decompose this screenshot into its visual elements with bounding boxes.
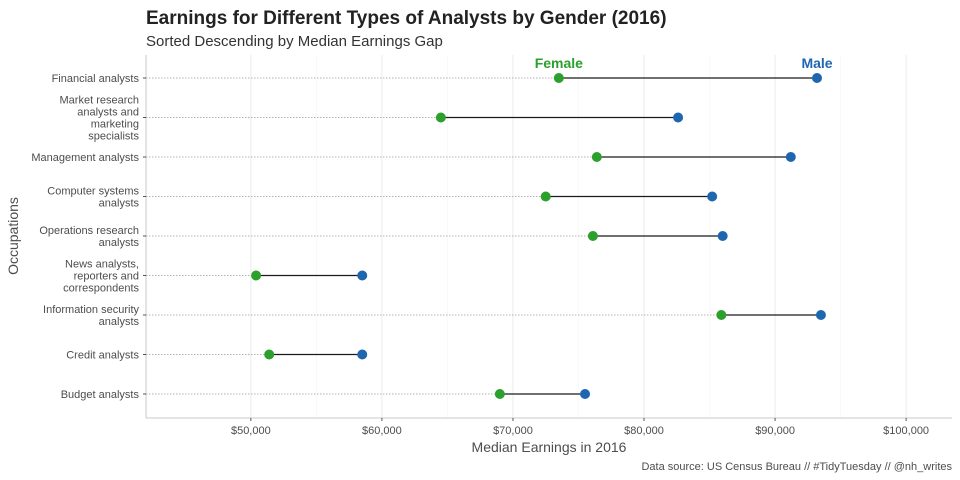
- female-point: [251, 270, 262, 281]
- female-point: [716, 310, 727, 320]
- y-tick-label: Management analysts: [31, 152, 139, 164]
- caption: Data source: US Census Bureau // #TidyTu…: [641, 461, 952, 473]
- x-axis-title: Median Earnings in 2016: [472, 439, 627, 455]
- x-tick-label: $90,000: [755, 425, 795, 437]
- female-point: [587, 231, 598, 241]
- panel-border: [145, 55, 952, 419]
- female-point: [553, 73, 564, 83]
- chart-title: Earnings for Different Types of Analysts…: [146, 8, 667, 29]
- male-point: [580, 389, 591, 399]
- dumbbell-segments: [256, 77, 821, 395]
- dumbbell-points: [251, 73, 826, 399]
- y-tick-label: Operations research analysts: [39, 225, 139, 249]
- y-tick-label: Information security analysts: [43, 304, 139, 328]
- female-point: [591, 152, 602, 162]
- y-tick-label: Financial analysts: [52, 73, 140, 85]
- male-point: [357, 270, 368, 281]
- y-tick-label: Market research analysts and marketing spec…: [60, 95, 140, 143]
- chart-subtitle: Sorted Descending by Median Earnings Gap: [146, 33, 443, 50]
- x-tick-label: $100,000: [883, 425, 929, 437]
- male-point: [812, 73, 823, 83]
- grid: [250, 55, 907, 418]
- legend-female-label: Female: [535, 55, 583, 71]
- legend: Female Male: [535, 55, 833, 71]
- row-guides: [146, 77, 722, 395]
- y-tick-label: Credit analysts: [66, 350, 139, 362]
- female-point: [540, 191, 551, 202]
- y-tick-label: Budget analysts: [61, 389, 140, 401]
- legend-male-label: Male: [801, 55, 832, 71]
- female-point: [435, 112, 446, 123]
- y-tick-label: Computer systems analysts: [47, 186, 139, 210]
- male-point: [785, 152, 796, 162]
- male-point: [357, 349, 368, 360]
- male-point: [673, 112, 684, 123]
- male-point: [707, 191, 718, 202]
- x-tick-label: $70,000: [493, 425, 533, 437]
- y-tick-labels: Financial analysts Market research analyst…: [31, 73, 146, 401]
- y-tick-label: News analysts, reporters and correspondent…: [63, 259, 139, 295]
- x-tick-label: $60,000: [362, 425, 402, 437]
- y-axis-title: Occupations: [5, 197, 21, 275]
- x-tick-label: $50,000: [231, 425, 271, 437]
- male-point: [815, 310, 826, 320]
- female-point: [494, 389, 505, 399]
- male-point: [717, 231, 728, 241]
- female-point: [264, 349, 275, 360]
- x-tick-labels: $50,000 $60,000 $70,000 $80,000 $90,000 $100,…: [231, 418, 929, 437]
- x-tick-label: $80,000: [624, 425, 664, 437]
